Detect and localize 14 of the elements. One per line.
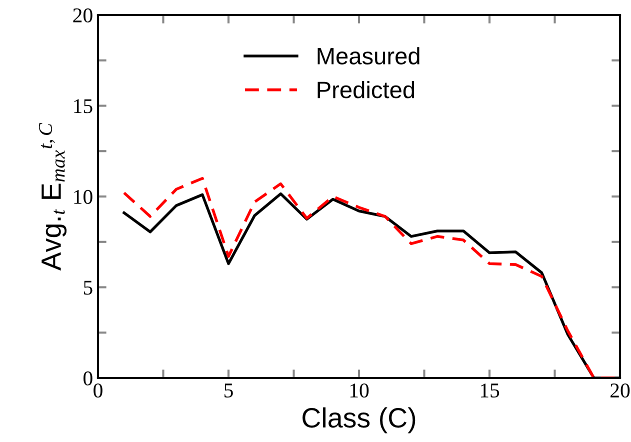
y-tick-label: 15 [74,99,92,114]
x-tick-label: 5 [224,384,233,398]
x-tick-label: 20 [610,383,630,398]
x-axis-title: Class (C) [302,407,416,434]
y-tick-label: 10 [74,190,92,204]
x-tick-label: 10 [350,383,369,398]
y-tick-label: 5 [84,280,92,295]
y-axis-title: Avg.$_{t}$ E$_{max}$$^{t,C}$ [38,122,67,271]
y-tick-label: 0 [84,371,92,386]
x-tick-label: 15 [480,384,500,398]
legend-label: Measured [318,47,420,64]
y-tick-label: 20 [73,8,92,22]
legend-label: Predicted [318,80,414,98]
x-tick-label: 0 [94,383,102,398]
